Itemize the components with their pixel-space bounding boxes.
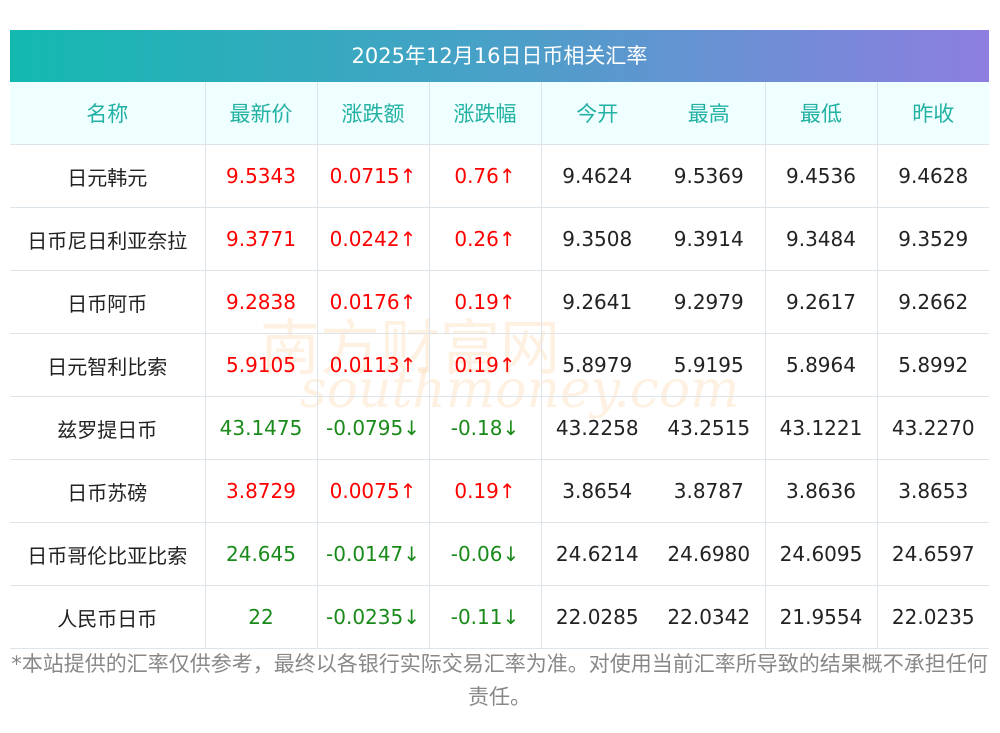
high-price: 24.6980 — [653, 522, 766, 586]
change-amount: -0.0235↓ — [317, 585, 430, 649]
table-row: 日币苏磅 3.8729 0.0075↑ 0.19↑ 3.8654 3.8787 3.8636… — [10, 459, 989, 523]
prev-close: 9.2662 — [877, 270, 989, 334]
low-price: 9.3484 — [765, 207, 878, 271]
prev-close: 5.8992 — [877, 333, 989, 397]
currency-name: 日币哥伦比亚比索 — [10, 522, 206, 586]
change-percent: 0.19↑ — [429, 333, 542, 397]
currency-name: 日币苏磅 — [10, 459, 206, 523]
header-change-pct: 涨跌幅 — [429, 82, 542, 145]
latest-price: 5.9105 — [205, 333, 318, 397]
table-row: 日币哥伦比亚比索 24.645 -0.0147↓ -0.06↓ 24.6214 24.69… — [10, 522, 989, 586]
open-price: 43.2258 — [541, 396, 653, 460]
header-price: 最新价 — [205, 82, 318, 145]
table-row: 日元韩元 9.5343 0.0715↑ 0.76↑ 9.4624 9.5369 9.4536… — [10, 144, 989, 208]
open-price: 9.2641 — [541, 270, 653, 334]
change-percent: -0.06↓ — [429, 522, 542, 586]
open-price: 9.3508 — [541, 207, 653, 271]
change-amount: -0.0147↓ — [317, 522, 430, 586]
header-low: 最低 — [765, 82, 878, 145]
low-price: 24.6095 — [765, 522, 878, 586]
currency-name: 日币尼日利亚奈拉 — [10, 207, 206, 271]
latest-price: 9.5343 — [205, 144, 318, 208]
currency-name: 人民币日币 — [10, 585, 206, 649]
table-row: 日币阿币 9.2838 0.0176↑ 0.19↑ 9.2641 9.2979 9.2617… — [10, 270, 989, 334]
table-row: 人民币日币 22 -0.0235↓ -0.11↓ 22.0285 22.0342 21.95… — [10, 585, 989, 649]
disclaimer: *本站提供的汇率仅供参考，最终以各银行实际交易汇率为准。对使用当前汇率所导致的结… — [11, 652, 988, 709]
latest-price: 43.1475 — [205, 396, 318, 460]
header-name: 名称 — [10, 82, 206, 145]
open-price: 5.8979 — [541, 333, 653, 397]
change-percent: 0.26↑ — [429, 207, 542, 271]
prev-close: 9.4628 — [877, 144, 989, 208]
currency-name: 日元韩元 — [10, 144, 206, 208]
low-price: 3.8636 — [765, 459, 878, 523]
change-amount: 0.0715↑ — [317, 144, 430, 208]
change-amount: 0.0242↑ — [317, 207, 430, 271]
high-price: 5.9195 — [653, 333, 766, 397]
table-row: 日币尼日利亚奈拉 9.3771 0.0242↑ 0.26↑ 9.3508 9.3914 9.… — [10, 207, 989, 271]
low-price: 9.2617 — [765, 270, 878, 334]
currency-name: 日元智利比索 — [10, 333, 206, 397]
latest-price: 9.3771 — [205, 207, 318, 271]
change-amount: -0.0795↓ — [317, 396, 430, 460]
latest-price: 3.8729 — [205, 459, 318, 523]
change-amount: 0.0075↑ — [317, 459, 430, 523]
header-prev-close: 昨收 — [877, 82, 989, 145]
open-price: 9.4624 — [541, 144, 653, 208]
open-price: 24.6214 — [541, 522, 653, 586]
table-row: 日元智利比索 5.9105 0.0113↑ 0.19↑ 5.8979 5.9195 5.89… — [10, 333, 989, 397]
change-percent: 0.19↑ — [429, 459, 542, 523]
header-row: 名称 最新价 涨跌额 涨跌幅 今开 最高 最低 昨收 — [10, 82, 989, 145]
prev-close: 24.6597 — [877, 522, 989, 586]
currency-name: 兹罗提日币 — [10, 396, 206, 460]
high-price: 22.0342 — [653, 585, 766, 649]
high-price: 9.3914 — [653, 207, 766, 271]
header-change: 涨跌额 — [317, 82, 430, 145]
open-price: 3.8654 — [541, 459, 653, 523]
table-row: 兹罗提日币 43.1475 -0.0795↓ -0.18↓ 43.2258 43.2515… — [10, 396, 989, 460]
prev-close: 22.0235 — [877, 585, 989, 649]
latest-price: 22 — [205, 585, 318, 649]
change-amount: 0.0113↑ — [317, 333, 430, 397]
high-price: 9.5369 — [653, 144, 766, 208]
change-amount: 0.0176↑ — [317, 270, 430, 334]
latest-price: 24.645 — [205, 522, 318, 586]
low-price: 9.4536 — [765, 144, 878, 208]
change-percent: 0.76↑ — [429, 144, 542, 208]
low-price: 5.8964 — [765, 333, 878, 397]
header-high: 最高 — [653, 82, 766, 145]
high-price: 9.2979 — [653, 270, 766, 334]
change-percent: -0.18↓ — [429, 396, 542, 460]
high-price: 43.2515 — [653, 396, 766, 460]
prev-close: 9.3529 — [877, 207, 989, 271]
exchange-rate-table: 名称 最新价 涨跌额 涨跌幅 今开 最高 最低 昨收 日元韩元 9.5343 0.0… — [10, 82, 989, 649]
low-price: 43.1221 — [765, 396, 878, 460]
header-open: 今开 — [541, 82, 653, 145]
low-price: 21.9554 — [765, 585, 878, 649]
prev-close: 43.2270 — [877, 396, 989, 460]
prev-close: 3.8653 — [877, 459, 989, 523]
high-price: 3.8787 — [653, 459, 766, 523]
latest-price: 9.2838 — [205, 270, 318, 334]
currency-name: 日币阿币 — [10, 270, 206, 334]
change-percent: -0.11↓ — [429, 585, 542, 649]
open-price: 22.0285 — [541, 585, 653, 649]
table-title: 2025年12月16日日币相关汇率 — [10, 30, 989, 82]
change-percent: 0.19↑ — [429, 270, 542, 334]
